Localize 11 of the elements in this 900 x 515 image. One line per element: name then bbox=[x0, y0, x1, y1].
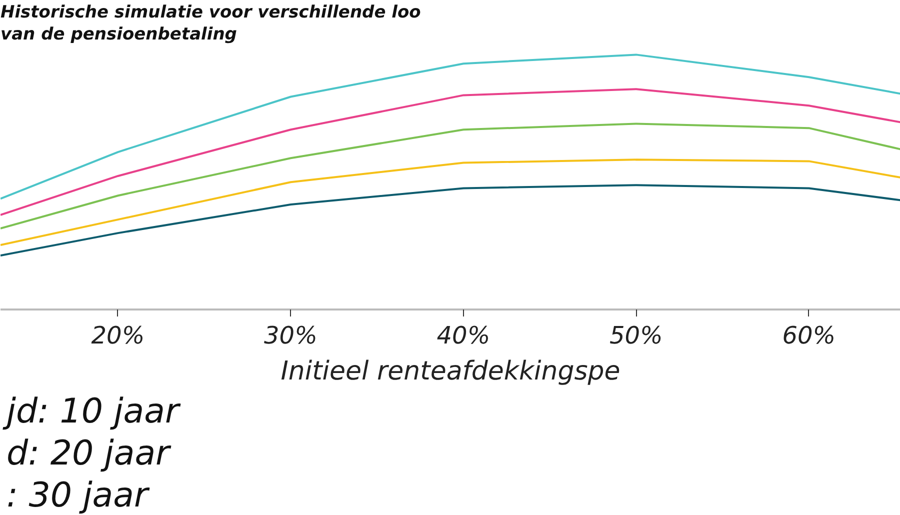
text: jd: 10 jaar bbox=[2, 392, 181, 432]
x-tick-label: 60% bbox=[782, 322, 836, 350]
chart-title: Historische simulatie voor verschillende loo bbox=[0, 2, 422, 22]
x-tick-label: 20% bbox=[91, 322, 145, 350]
x-tick-label: 50% bbox=[610, 322, 663, 350]
text: d: 20 jaar bbox=[6, 434, 172, 474]
text: : 30 jaar bbox=[6, 476, 150, 515]
x-tick-label: 30% bbox=[264, 322, 318, 350]
x-tick-label: 40% bbox=[436, 322, 490, 350]
chart-subtitle: van de pensioenbetaling bbox=[0, 24, 237, 44]
x-axis-title: Initieel renteafdekkingspe bbox=[280, 356, 620, 386]
